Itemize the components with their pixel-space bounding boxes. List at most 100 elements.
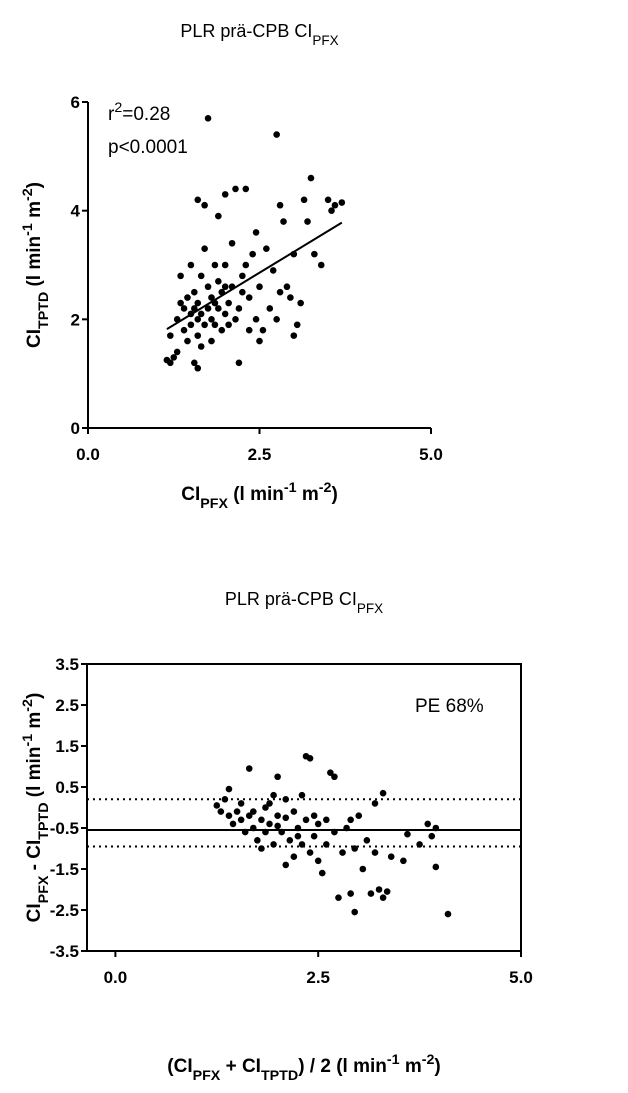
point bbox=[225, 321, 232, 329]
text-run: ) bbox=[24, 693, 45, 699]
annotation: p<0.0001 bbox=[108, 137, 188, 158]
text-run: -1 bbox=[20, 223, 36, 236]
x-tick-label: 2.5 bbox=[306, 968, 330, 987]
point bbox=[324, 196, 332, 204]
point bbox=[310, 832, 318, 840]
point bbox=[239, 272, 246, 280]
point bbox=[266, 820, 273, 828]
point bbox=[416, 841, 423, 848]
point bbox=[432, 863, 440, 871]
point bbox=[191, 288, 198, 296]
point bbox=[194, 299, 202, 307]
text-run: m bbox=[24, 201, 45, 223]
point bbox=[283, 283, 291, 291]
text-run: 2 bbox=[114, 100, 122, 116]
point bbox=[387, 853, 395, 860]
point bbox=[184, 337, 191, 345]
point bbox=[262, 828, 269, 836]
point bbox=[211, 299, 219, 307]
point bbox=[208, 316, 215, 323]
point bbox=[383, 888, 391, 895]
point bbox=[225, 299, 232, 307]
point bbox=[215, 212, 222, 220]
point bbox=[276, 288, 284, 296]
point bbox=[173, 316, 181, 323]
y-tick-label: -3.5 bbox=[50, 942, 79, 961]
point bbox=[327, 769, 334, 776]
point bbox=[297, 299, 304, 307]
point bbox=[290, 808, 298, 815]
point bbox=[266, 305, 274, 312]
point bbox=[254, 837, 261, 844]
text-run: TPTD bbox=[261, 1068, 298, 1084]
text-run: + CI bbox=[220, 1056, 261, 1077]
text-run: -2 bbox=[319, 480, 332, 496]
text-run: PFX bbox=[36, 875, 52, 903]
point bbox=[323, 816, 330, 824]
point bbox=[347, 816, 354, 824]
point bbox=[208, 294, 215, 301]
text-run: m bbox=[24, 712, 45, 734]
point bbox=[278, 828, 285, 836]
point bbox=[235, 359, 243, 367]
point bbox=[197, 343, 205, 350]
point bbox=[282, 861, 290, 869]
y-axis-label: CITPTD (l min-1 m-2) bbox=[20, 182, 52, 348]
point bbox=[367, 890, 375, 897]
point bbox=[187, 310, 195, 318]
point bbox=[242, 185, 250, 193]
point bbox=[213, 802, 221, 809]
text-run: PE 68% bbox=[415, 696, 484, 717]
text-run: TPTD bbox=[36, 802, 52, 839]
point bbox=[262, 804, 269, 811]
chart-title: PLR prä-CPB CIPFX bbox=[180, 21, 338, 48]
point bbox=[375, 886, 383, 893]
point bbox=[293, 321, 301, 329]
text-run: ) bbox=[434, 1056, 440, 1077]
point bbox=[290, 332, 298, 339]
y-tick-label: -2.5 bbox=[50, 901, 79, 920]
point bbox=[252, 316, 260, 323]
text-run: PFX bbox=[200, 496, 228, 512]
point bbox=[311, 250, 318, 258]
point bbox=[241, 828, 249, 836]
point bbox=[338, 199, 346, 206]
point bbox=[167, 332, 174, 339]
text-run: PFX bbox=[312, 33, 338, 48]
y-tick-label: 6 bbox=[71, 93, 80, 112]
point bbox=[314, 857, 322, 865]
point bbox=[317, 261, 325, 269]
point bbox=[274, 812, 281, 819]
point bbox=[221, 283, 229, 291]
y-tick-label: 0.5 bbox=[55, 778, 79, 797]
point bbox=[269, 267, 277, 274]
point bbox=[310, 812, 318, 819]
point bbox=[225, 812, 233, 819]
y-tick-label: 3.5 bbox=[55, 655, 79, 674]
point bbox=[249, 824, 257, 832]
text-run: -2 bbox=[422, 1052, 435, 1068]
text-run: (l min bbox=[24, 747, 45, 803]
point bbox=[351, 845, 359, 852]
point bbox=[432, 824, 440, 832]
point bbox=[232, 316, 239, 323]
point bbox=[233, 808, 241, 815]
text-run: PLR prä-CPB CI bbox=[225, 589, 357, 609]
point bbox=[300, 196, 308, 204]
annotation: r2=0.28 bbox=[108, 100, 170, 125]
point bbox=[204, 115, 212, 122]
point bbox=[215, 278, 222, 285]
text-run: -2 bbox=[20, 188, 36, 201]
point bbox=[270, 841, 277, 848]
point bbox=[245, 294, 253, 301]
text-run: ) bbox=[331, 484, 337, 505]
point bbox=[359, 865, 367, 873]
point bbox=[273, 316, 280, 323]
point bbox=[167, 359, 174, 367]
point bbox=[217, 808, 225, 815]
point bbox=[194, 332, 202, 339]
point bbox=[258, 845, 265, 852]
point bbox=[379, 894, 387, 901]
y-tick-label: 2.5 bbox=[55, 696, 79, 715]
point bbox=[228, 239, 236, 247]
